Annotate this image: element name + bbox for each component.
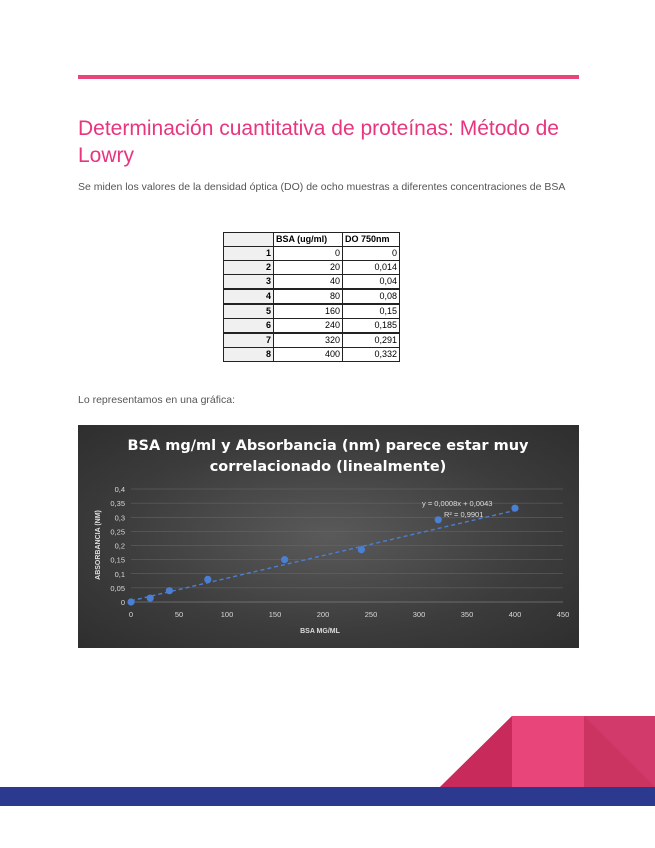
data-point: [127, 598, 135, 606]
x-tick-label: 400: [509, 610, 522, 619]
x-tick-labels: 0 50 100 150 200 250 300 350 400 450: [129, 610, 569, 619]
data-point: [165, 587, 173, 595]
row-bsa: 20: [273, 260, 343, 275]
table-row: 5 160 0,15: [223, 303, 400, 319]
x-tick-label: 0: [129, 610, 133, 619]
y-tick-label: 0,25: [110, 527, 125, 536]
x-tick-label: 200: [317, 610, 330, 619]
y-axis-label: ABSORBANCIA (NM): [95, 510, 102, 580]
x-tick-label: 300: [413, 610, 426, 619]
data-point: [146, 594, 154, 602]
row-index: 5: [223, 303, 274, 319]
deco-shape-shadow: [584, 716, 655, 787]
header-bsa: BSA (ug/ml): [273, 232, 343, 247]
row-do: 0,291: [342, 332, 400, 348]
row-bsa: 80: [273, 288, 343, 305]
table-row: 6 240 0,185: [223, 318, 400, 334]
trendline-r2: R² = 0,9901: [444, 510, 483, 519]
row-index: 3: [223, 274, 274, 290]
row-index: 6: [223, 318, 274, 334]
row-index: 2: [223, 260, 274, 275]
trendline: [130, 509, 516, 602]
deco-shape-pink: [440, 716, 655, 787]
data-point: [357, 546, 365, 554]
x-tick-label: 100: [221, 610, 234, 619]
table-row: 4 80 0,08: [223, 288, 400, 305]
deco-shape-right: [584, 716, 655, 787]
row-do: 0,014: [342, 260, 400, 275]
row-bsa: 240: [273, 318, 343, 334]
table-header-row: BSA (ug/ml) DO 750nm: [223, 232, 400, 247]
chart-title-line-1: BSA mg/ml y Absorbancia (nm) parece esta…: [127, 438, 529, 454]
trendline-equation: y = 0,0008x + 0,0043: [422, 499, 492, 508]
x-tick-label: 450: [557, 610, 570, 619]
y-tick-label: 0: [121, 598, 125, 607]
y-tick-label: 0,1: [115, 570, 125, 579]
table-row: 2 20 0,014: [223, 260, 400, 275]
deco-shape-dark: [440, 716, 512, 787]
row-do: 0,04: [342, 274, 400, 290]
y-tick-label: 0,3: [115, 513, 125, 522]
y-tick-labels: 0 0,05 0,1 0,15 0,2 0,25 0,3 0,35 0,4: [110, 485, 125, 607]
header-do: DO 750nm: [342, 232, 400, 247]
x-tick-label: 250: [365, 610, 378, 619]
row-do: 0: [342, 246, 400, 261]
row-index: 4: [223, 288, 274, 305]
row-index: 1: [223, 246, 274, 261]
y-tick-label: 0,15: [110, 556, 125, 565]
y-tick-label: 0,05: [110, 584, 125, 593]
y-tick-label: 0,2: [115, 542, 125, 551]
row-do: 0,332: [342, 347, 400, 362]
bottom-band: [0, 787, 655, 806]
row-bsa: 160: [273, 303, 343, 319]
data-point: [281, 556, 289, 564]
data-point: [434, 516, 442, 524]
row-index: 7: [223, 332, 274, 348]
top-rule: [78, 75, 579, 79]
chart-points: [127, 504, 519, 606]
row-bsa: 40: [273, 274, 343, 290]
table-row: 3 40 0,04: [223, 274, 400, 290]
chart-title-line-2: correlacionado (linealmente): [210, 459, 447, 475]
x-tick-label: 150: [269, 610, 282, 619]
chart-canvas: 0 0,05 0,1 0,15 0,2 0,25 0,3 0,35 0,4 0 50 100 150 2…: [95, 438, 569, 635]
x-tick-label: 350: [461, 610, 474, 619]
header-index: [223, 232, 274, 247]
data-point: [204, 575, 212, 583]
data-point: [511, 504, 519, 512]
row-do: 0,185: [342, 318, 400, 334]
table-row: 7 320 0,291: [223, 332, 400, 348]
intro-paragraph: Se miden los valores de la densidad ópti…: [78, 181, 566, 193]
row-bsa: 0: [273, 246, 343, 261]
row-bsa: 400: [273, 347, 343, 362]
page-title: Determinación cuantitativa de proteínas:…: [78, 117, 559, 167]
y-tick-label: 0,35: [110, 499, 125, 508]
x-tick-label: 50: [175, 610, 183, 619]
x-axis-label: BSA MG/ML: [300, 628, 341, 635]
y-tick-label: 0,4: [115, 485, 125, 494]
table-row: 8 400 0,332: [223, 347, 400, 362]
row-do: 0,08: [342, 288, 400, 305]
chart-intro-text: Lo representamos en una gráfica:: [78, 394, 236, 406]
row-do: 0,15: [342, 303, 400, 319]
row-index: 8: [223, 347, 274, 362]
scatter-chart: 0 0,05 0,1 0,15 0,2 0,25 0,3 0,35 0,4 0 50 100 150 2…: [78, 425, 579, 648]
row-bsa: 320: [273, 332, 343, 348]
chart-grid: [131, 488, 563, 603]
